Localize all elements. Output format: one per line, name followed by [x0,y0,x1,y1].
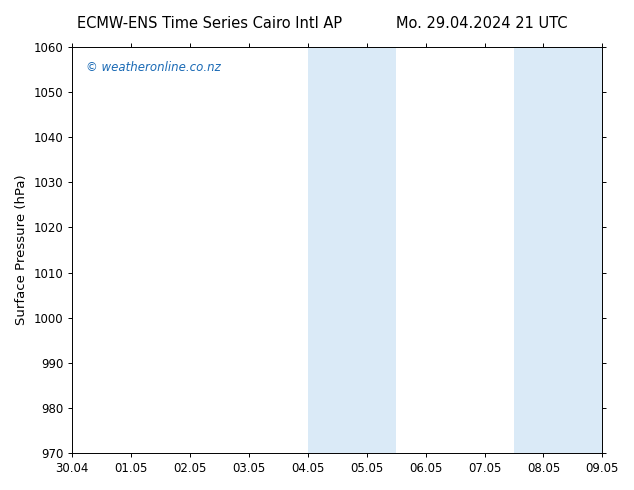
Bar [308,47,396,453]
Text: ECMW-ENS Time Series Cairo Intl AP: ECMW-ENS Time Series Cairo Intl AP [77,16,342,31]
Y-axis label: Surface Pressure (hPa): Surface Pressure (hPa) [15,174,28,325]
Text: Mo. 29.04.2024 21 UTC: Mo. 29.04.2024 21 UTC [396,16,567,31]
Bar [514,47,602,453]
Text: © weatheronline.co.nz: © weatheronline.co.nz [86,61,221,74]
